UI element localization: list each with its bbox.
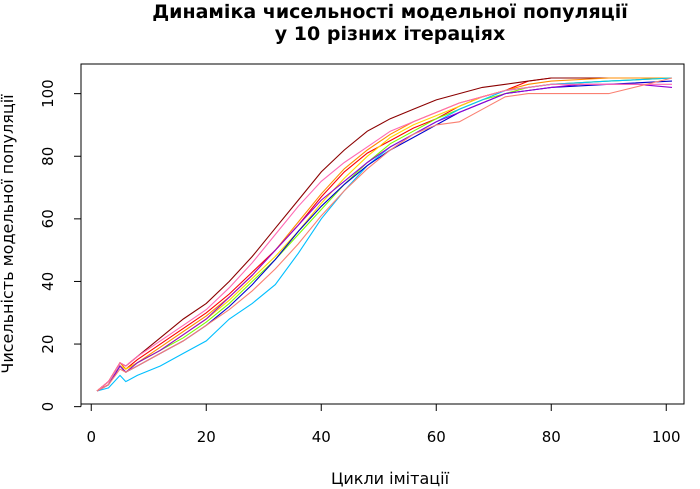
series-line-9	[96, 83, 672, 392]
y-tick-label: 20	[39, 335, 57, 354]
y-tick-label: 40	[39, 272, 57, 291]
series-line-8	[96, 83, 673, 392]
series-layer	[96, 77, 673, 392]
series-line-1	[96, 77, 672, 392]
x-tick-label: 80	[542, 428, 561, 446]
series-line-2	[96, 77, 672, 392]
x-axis: 0 20 40 60 80 100	[86, 403, 681, 446]
x-tick-label: 40	[312, 428, 331, 446]
series-line-10	[96, 77, 673, 392]
plot-frame	[80, 63, 685, 405]
y-axis-label: Чисельність модельної популяції	[0, 94, 17, 374]
x-tick-label: 60	[427, 428, 446, 446]
x-tick-label: 20	[197, 428, 216, 446]
series-line-7	[96, 80, 673, 392]
x-tick-label: 0	[86, 428, 96, 446]
series-line-6	[96, 77, 673, 392]
x-axis-label: Цикли імітації	[331, 469, 450, 488]
series-line-5	[96, 77, 673, 392]
y-tick-label: 0	[39, 402, 57, 412]
x-tick-label: 100	[652, 428, 681, 446]
series-line-4	[96, 77, 673, 392]
chart-subtitle: у 10 різних ітераціях	[275, 23, 505, 45]
y-tick-label: 60	[39, 209, 57, 228]
y-axis: 0 20 40 60 80 100	[39, 79, 82, 412]
y-tick-label: 100	[39, 79, 57, 108]
series-line-3	[96, 77, 672, 392]
y-tick-label: 80	[39, 147, 57, 166]
chart-title: Динаміка чисельності модельної популяції	[152, 1, 628, 23]
